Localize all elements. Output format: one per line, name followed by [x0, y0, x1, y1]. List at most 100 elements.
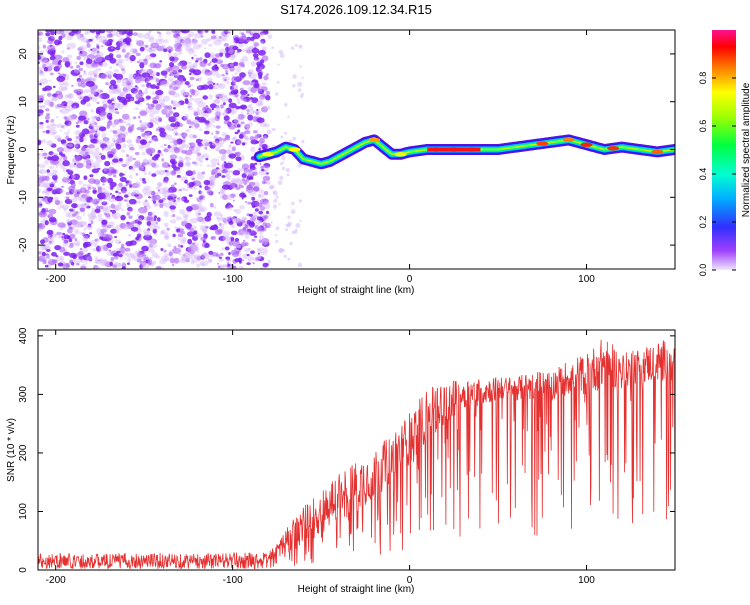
noise-blob	[142, 85, 146, 88]
noise-blob	[232, 209, 238, 212]
noise-blob	[183, 253, 186, 257]
noise-blob	[191, 89, 196, 94]
noise-blob	[100, 154, 106, 160]
noise-blob	[135, 69, 142, 74]
noise-blob	[115, 40, 124, 47]
noise-blob	[216, 36, 224, 43]
noise-blob	[247, 114, 254, 121]
noise-blob	[94, 256, 99, 261]
noise-blob	[94, 155, 99, 160]
noise-blob	[70, 114, 78, 120]
noise-blob	[285, 228, 288, 232]
noise-blob	[110, 79, 117, 86]
noise-blob	[229, 54, 236, 61]
noise-blob	[222, 63, 230, 70]
noise-blob	[192, 180, 202, 187]
noise-blob	[64, 198, 73, 205]
noise-blob	[116, 79, 121, 84]
noise-blob	[107, 46, 116, 52]
noise-blob	[82, 96, 91, 103]
noise-blob	[224, 169, 230, 175]
noise-blob	[256, 229, 260, 232]
noise-blob	[115, 87, 122, 93]
noise-blob	[204, 125, 210, 130]
noise-blob	[134, 85, 138, 88]
noise-blob	[79, 50, 83, 54]
noise-blob	[165, 31, 172, 35]
noise-blob	[212, 117, 215, 120]
noise-blob	[78, 132, 86, 139]
noise-blob	[196, 107, 200, 111]
noise-blob	[207, 258, 213, 262]
noise-blob	[230, 81, 236, 86]
noise-blob	[39, 50, 45, 55]
noise-blob	[241, 178, 245, 182]
noise-blob	[185, 251, 190, 255]
noise-blob	[191, 243, 196, 248]
noise-blob	[213, 205, 217, 209]
noise-blob	[234, 151, 241, 157]
noise-blob	[188, 31, 195, 38]
noise-blob	[38, 227, 42, 232]
noise-blob	[250, 221, 255, 226]
noise-blob	[196, 197, 200, 201]
noise-blob	[148, 48, 155, 53]
noise-blob	[248, 176, 254, 180]
noise-blob	[167, 243, 172, 247]
noise-blob	[76, 55, 81, 61]
noise-blob	[250, 215, 256, 222]
noise-blob	[85, 80, 95, 87]
noise-blob	[107, 99, 113, 104]
y-tick-label: -20	[18, 237, 29, 252]
noise-blob	[148, 141, 152, 144]
noise-blob	[95, 47, 99, 52]
noise-blob	[116, 250, 121, 254]
noise-blob	[188, 181, 195, 188]
noise-blob	[115, 190, 119, 194]
noise-blob	[275, 195, 279, 199]
noise-blob	[79, 96, 83, 100]
noise-blob	[177, 133, 181, 136]
noise-blob	[71, 208, 75, 212]
noise-blob	[85, 225, 93, 230]
noise-blob	[119, 257, 122, 260]
noise-blob	[266, 210, 269, 215]
noise-blob	[80, 78, 85, 84]
noise-blob	[187, 227, 192, 231]
noise-blob	[112, 137, 116, 142]
noise-blob	[285, 223, 289, 227]
noise-blob	[196, 152, 202, 157]
noise-blob	[211, 107, 214, 111]
noise-blob	[239, 205, 245, 210]
noise-blob	[212, 99, 221, 105]
noise-blob	[44, 246, 52, 251]
noise-blob	[155, 115, 162, 122]
noise-blob	[198, 30, 204, 35]
noise-blob	[98, 231, 103, 237]
noise-blob	[90, 199, 97, 204]
noise-blob	[52, 172, 57, 177]
noise-blob	[111, 209, 117, 215]
noise-blob	[149, 113, 154, 118]
noise-blob	[100, 232, 106, 236]
noise-blob	[177, 233, 184, 238]
noise-blob	[139, 69, 144, 72]
noise-blob	[107, 186, 112, 189]
noise-blob	[219, 222, 222, 226]
noise-blob	[244, 201, 248, 203]
noise-blob	[47, 196, 53, 203]
noise-blob	[94, 258, 100, 264]
noise-blob	[191, 92, 196, 96]
noise-blob	[143, 228, 150, 235]
noise-blob	[108, 116, 113, 120]
noise-blob	[91, 151, 102, 158]
ridge-peak	[427, 147, 481, 152]
noise-blob	[171, 30, 178, 34]
noise-blob	[98, 245, 107, 252]
noise-blob	[40, 54, 43, 58]
noise-blob	[218, 258, 224, 262]
noise-blob	[44, 247, 47, 251]
noise-blob	[47, 253, 51, 257]
noise-blob	[62, 240, 68, 247]
noise-blob	[258, 210, 264, 215]
